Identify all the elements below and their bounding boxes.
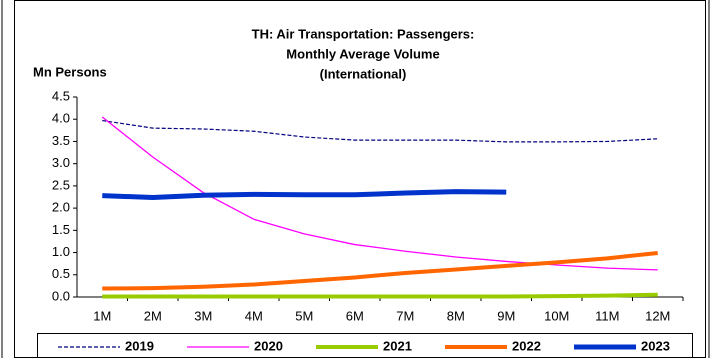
x-tick-label: 7M [396, 308, 414, 323]
x-tick-label: 12M [645, 308, 670, 323]
y-tick-label: 1.5 [52, 222, 70, 237]
y-tick-label: 2.0 [52, 200, 70, 215]
y-tick-label: 2.5 [52, 177, 70, 192]
y-tick-label: 0.0 [52, 288, 70, 303]
legend-label: 2020 [254, 338, 283, 353]
legend-label: 2019 [125, 338, 154, 353]
y-axis-label: Mn Persons [33, 64, 107, 79]
series-line [102, 292, 658, 299]
series-line [102, 189, 507, 200]
series-line [102, 119, 658, 143]
x-tick-label: 3M [194, 308, 212, 323]
x-tick-label: 2M [144, 308, 162, 323]
x-tick-label: 10M [544, 308, 569, 323]
y-tick-label: 4.5 [52, 88, 70, 103]
legend-label: 2021 [383, 338, 412, 353]
y-tick-label: 0.5 [52, 266, 70, 281]
chart-title: TH: Air Transportation: Passengers: [252, 26, 475, 41]
x-tick-label: 9M [497, 308, 515, 323]
y-tick-label: 3.5 [52, 133, 70, 148]
legend-label: 2023 [641, 338, 670, 353]
y-tick-label: 3.0 [52, 155, 70, 170]
y-tick-label: 4.0 [52, 111, 70, 126]
chart-title: (International) [320, 66, 407, 81]
y-tick-label: 1.0 [52, 244, 70, 259]
x-tick-label: 6M [346, 308, 364, 323]
series-line [101, 116, 658, 271]
series-line [102, 251, 658, 291]
x-tick-label: 4M [245, 308, 263, 323]
x-tick-label: 8M [447, 308, 465, 323]
chart-title: Monthly Average Volume [286, 46, 439, 61]
x-tick-label: 1M [93, 308, 111, 323]
legend-label: 2022 [512, 338, 541, 353]
x-tick-label: 5M [295, 308, 313, 323]
x-tick-label: 11M [595, 308, 619, 323]
